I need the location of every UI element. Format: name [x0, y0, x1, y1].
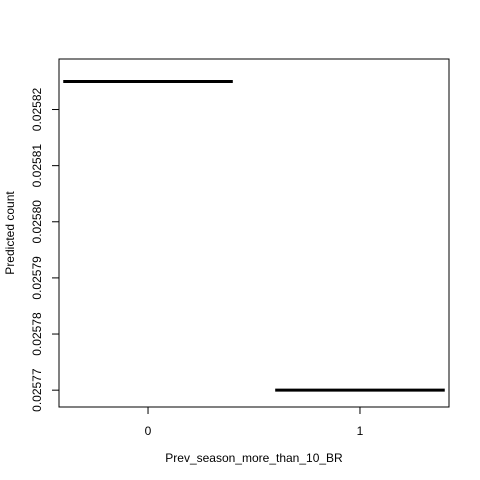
- y-tick-label: 0.02577: [30, 368, 44, 412]
- y-tick-label: 0.02582: [30, 88, 44, 132]
- plot-marks: [63, 79, 445, 392]
- x-tick-label: 1: [357, 424, 364, 438]
- y-tick-label: 0.02578: [30, 312, 44, 356]
- y-axis: 0.02577 0.02578 0.02579 0.02580 0.02581 0.025…: [30, 88, 59, 412]
- y-tick-label: 0.02581: [30, 144, 44, 188]
- y-axis-title: Predicted count: [3, 191, 17, 275]
- plot-frame: [58, 58, 450, 408]
- x-axis-title: Prev_season_more_than_10_BR: [165, 451, 343, 465]
- y-tick-label: 0.02579: [30, 256, 44, 300]
- x-tick-label: 0: [145, 424, 152, 438]
- y-tick-label: 0.02580: [30, 200, 44, 244]
